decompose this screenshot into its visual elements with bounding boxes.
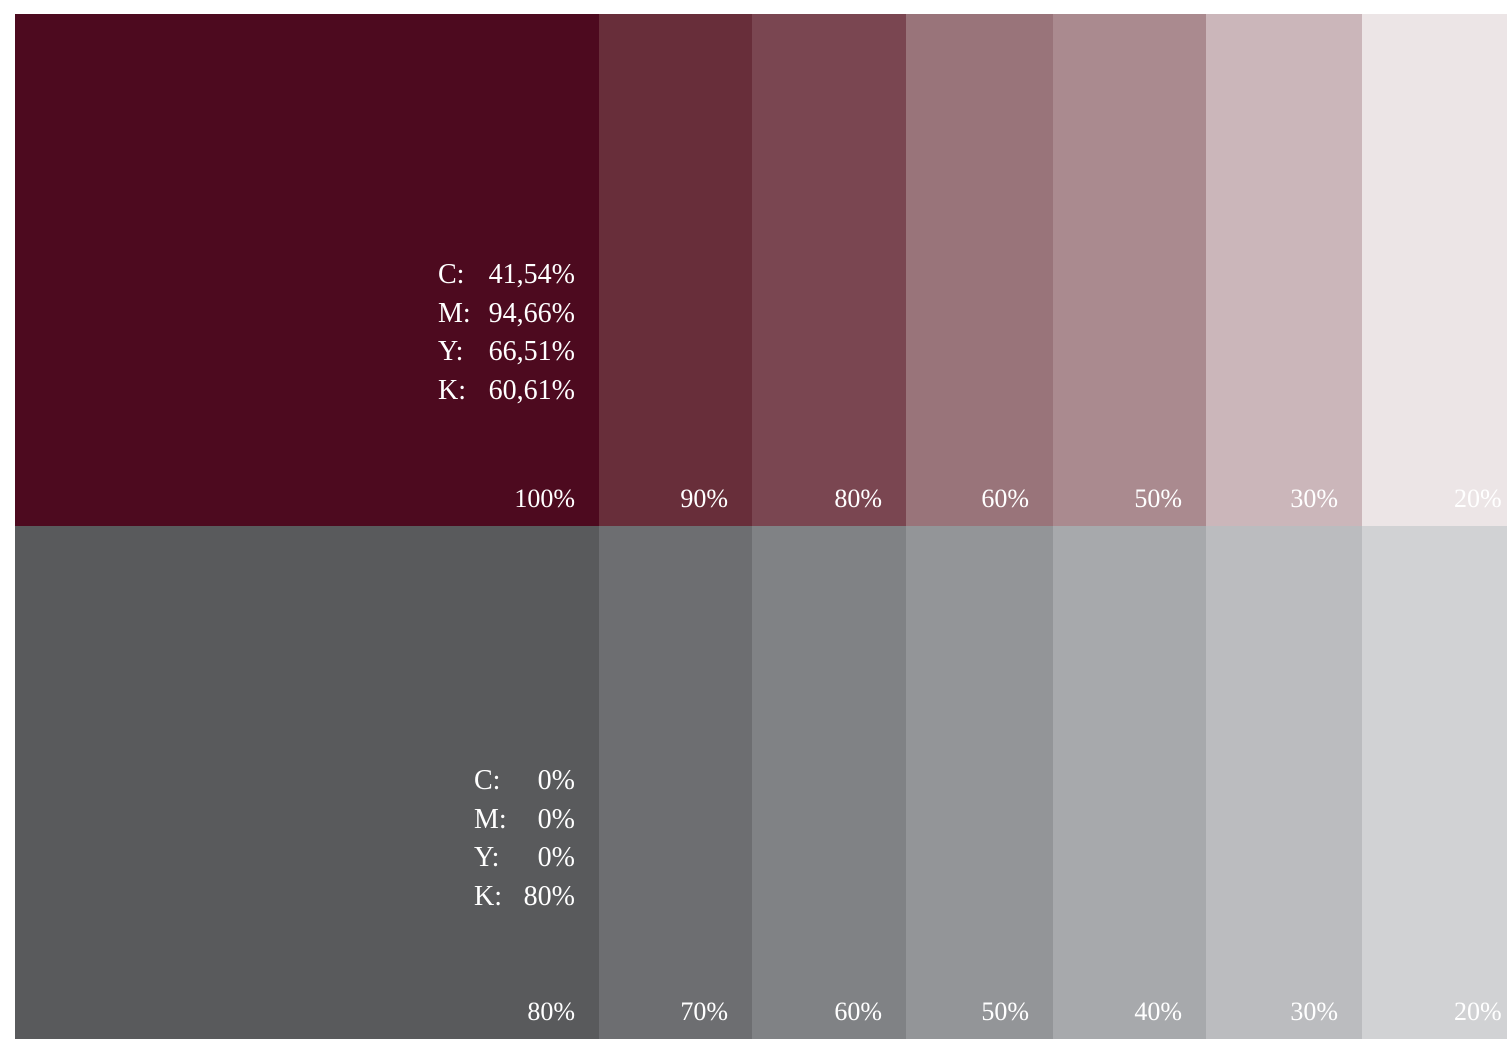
secondary-swatch-40: 40%	[1053, 526, 1206, 1039]
tint-label: 20%	[1454, 997, 1502, 1026]
cmyk-row-y: Y: 0%	[474, 842, 575, 873]
secondary-swatch-70: 70%	[599, 526, 752, 1039]
tint-label: 100%	[514, 484, 575, 513]
secondary-swatch-60: 60%	[752, 526, 906, 1039]
tint-label: 30%	[1290, 997, 1338, 1026]
cmyk-row-c: C: 0%	[474, 765, 575, 796]
primary-color-row: C: 41,54% M: 94,66% Y: 66,51% K: 60,61% 100%…	[15, 14, 1507, 526]
tint-label: 50%	[981, 997, 1029, 1026]
secondary-color-row: C: 0% M: 0% Y: 0% K: 80% 80% 70% 60% 50% 40%…	[15, 526, 1507, 1039]
primary-swatch-20: 20%	[1362, 14, 1507, 526]
cmyk-row-y: Y: 66,51%	[438, 336, 575, 367]
cmyk-row-m: M: 0%	[474, 803, 575, 835]
primary-swatch-90: 90%	[599, 14, 752, 526]
secondary-swatch-30: 30%	[1206, 526, 1362, 1039]
secondary-swatch-80: C: 0% M: 0% Y: 0% K: 80% 80%	[15, 526, 599, 1039]
tint-label: 70%	[680, 997, 728, 1026]
color-palette-sheet: C: 41,54% M: 94,66% Y: 66,51% K: 60,61% 100%…	[15, 14, 1507, 1039]
tint-label: 30%	[1290, 484, 1338, 513]
secondary-swatch-20: 20%	[1362, 526, 1507, 1039]
tint-label: 90%	[680, 484, 728, 513]
tint-label: 60%	[834, 997, 882, 1026]
cmyk-row-c: C: 41,54%	[438, 259, 575, 290]
cmyk-row-k: K: 60,61%	[438, 374, 575, 406]
tint-label: 20%	[1454, 484, 1502, 513]
tint-label: 80%	[834, 484, 882, 513]
secondary-cmyk-values: C: 0% M: 0% Y: 0% K: 80%	[474, 762, 575, 916]
tint-label: 80%	[527, 997, 575, 1026]
cmyk-row-k: K: 80%	[474, 880, 575, 912]
primary-swatch-100: C: 41,54% M: 94,66% Y: 66,51% K: 60,61% 100%	[15, 14, 599, 526]
primary-swatch-50: 50%	[1053, 14, 1206, 526]
primary-cmyk-values: C: 41,54% M: 94,66% Y: 66,51% K: 60,61%	[438, 256, 575, 410]
tint-label: 40%	[1134, 997, 1182, 1026]
cmyk-row-m: M: 94,66%	[438, 297, 575, 329]
secondary-swatch-50: 50%	[906, 526, 1053, 1039]
primary-swatch-60: 60%	[906, 14, 1053, 526]
tint-label: 60%	[981, 484, 1029, 513]
primary-swatch-30: 30%	[1206, 14, 1362, 526]
primary-swatch-80: 80%	[752, 14, 906, 526]
tint-label: 50%	[1134, 484, 1182, 513]
